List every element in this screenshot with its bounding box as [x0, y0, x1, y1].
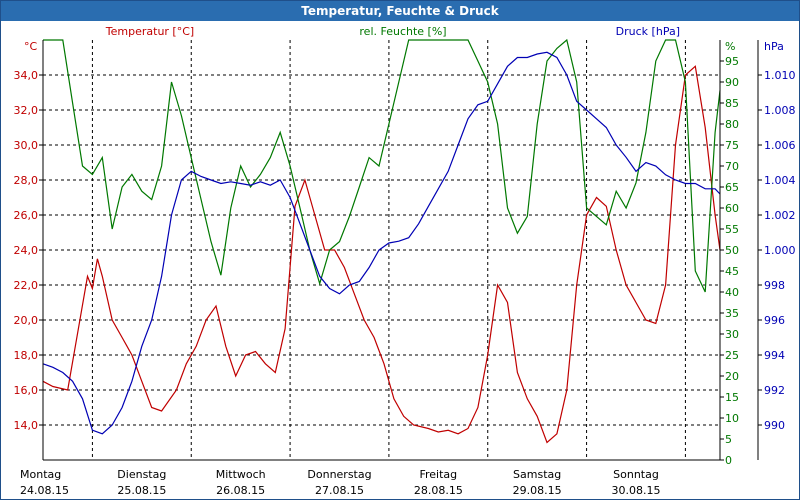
pressure-tick-label: 1.004: [764, 174, 796, 187]
temperature-axis-title: Temperatur [°C]: [105, 25, 194, 38]
humidity-axis-title: rel. Feuchte [%]: [359, 25, 446, 38]
humidity-tick-label: 50: [725, 244, 739, 257]
day-date-label: 28.08.15: [414, 484, 463, 497]
series-line-temperature: [42, 65, 721, 444]
temperature-tick-label: 32,0: [14, 104, 39, 117]
humidity-tick-label: 20: [725, 370, 739, 383]
series-line-pressure: [42, 51, 721, 435]
day-date-label: 25.08.15: [117, 484, 166, 497]
humidity-tick-label: 15: [725, 391, 739, 404]
humidity-tick-label: 70: [725, 160, 739, 173]
temperature-tick-label: 22,0: [14, 279, 39, 292]
humidity-tick-label: 30: [725, 328, 739, 341]
pressure-tick-label: 1.010: [764, 69, 796, 82]
humidity-unit-label: %: [725, 40, 735, 53]
pressure-tick-label: 998: [764, 279, 785, 292]
window-title: Temperatur, Feuchte & Druck: [1, 1, 799, 21]
day-date-label: 30.08.15: [612, 484, 661, 497]
day-name-label: Montag: [20, 468, 61, 481]
temperature-tick-label: 30,0: [14, 139, 39, 152]
humidity-tick-label: 85: [725, 97, 739, 110]
day-name-label: Dienstag: [117, 468, 166, 481]
series-group: [42, 38, 721, 444]
humidity-tick-label: 90: [725, 76, 739, 89]
grid: [43, 40, 720, 460]
day-name-label: Freitag: [419, 468, 457, 481]
day-name-label: Samstag: [513, 468, 561, 481]
day-date-label: 27.08.15: [315, 484, 364, 497]
humidity-tick-label: 95: [725, 55, 739, 68]
day-name-label: Sonntag: [613, 468, 659, 481]
pressure-unit-label: hPa: [764, 40, 784, 53]
humidity-tick-label: 25: [725, 349, 739, 362]
humidity-tick-label: 55: [725, 223, 739, 236]
temperature-tick-label: 18,0: [14, 349, 39, 362]
axes: 14,0 16,0 18,0 20,0 22,0 24,0 26,0 28,0 30,0 32,0…: [14, 40, 796, 497]
pressure-tick-label: 994: [764, 349, 785, 362]
humidity-tick-label: 45: [725, 265, 739, 278]
humidity-tick-label: 40: [725, 286, 739, 299]
humidity-tick-label: 10: [725, 412, 739, 425]
humidity-tick-label: 75: [725, 139, 739, 152]
temperature-unit-label: °C: [24, 40, 38, 53]
day-date-label: 26.08.15: [216, 484, 265, 497]
humidity-tick-label: 80: [725, 118, 739, 131]
pressure-tick-label: 996: [764, 314, 785, 327]
pressure-tick-label: 1.008: [764, 104, 796, 117]
pressure-tick-label: 1.006: [764, 139, 796, 152]
pressure-tick-label: 1.000: [764, 244, 796, 257]
day-name-label: Donnerstag: [307, 468, 371, 481]
series-line-humidity: [43, 38, 721, 293]
humidity-tick-label: 35: [725, 307, 739, 320]
temperature-tick-label: 28,0: [14, 174, 39, 187]
pressure-tick-label: 990: [764, 419, 785, 432]
pressure-tick-label: 992: [764, 384, 785, 397]
humidity-tick-label: 5: [725, 433, 732, 446]
pressure-axis-title: Druck [hPa]: [616, 25, 680, 38]
day-date-label: 29.08.15: [513, 484, 562, 497]
temperature-tick-label: 14,0: [14, 419, 39, 432]
humidity-tick-label: 60: [725, 202, 739, 215]
temperature-tick-label: 20,0: [14, 314, 39, 327]
humidity-tick-label: 0: [725, 454, 732, 467]
temperature-tick-label: 24,0: [14, 244, 39, 257]
day-date-label: 24.08.15: [20, 484, 69, 497]
day-name-label: Mittwoch: [216, 468, 266, 481]
pressure-tick-label: 1.002: [764, 209, 796, 222]
humidity-tick-label: 65: [725, 181, 739, 194]
temperature-tick-label: 34,0: [14, 69, 39, 82]
temperature-tick-label: 26,0: [14, 209, 39, 222]
temperature-tick-label: 16,0: [14, 384, 39, 397]
